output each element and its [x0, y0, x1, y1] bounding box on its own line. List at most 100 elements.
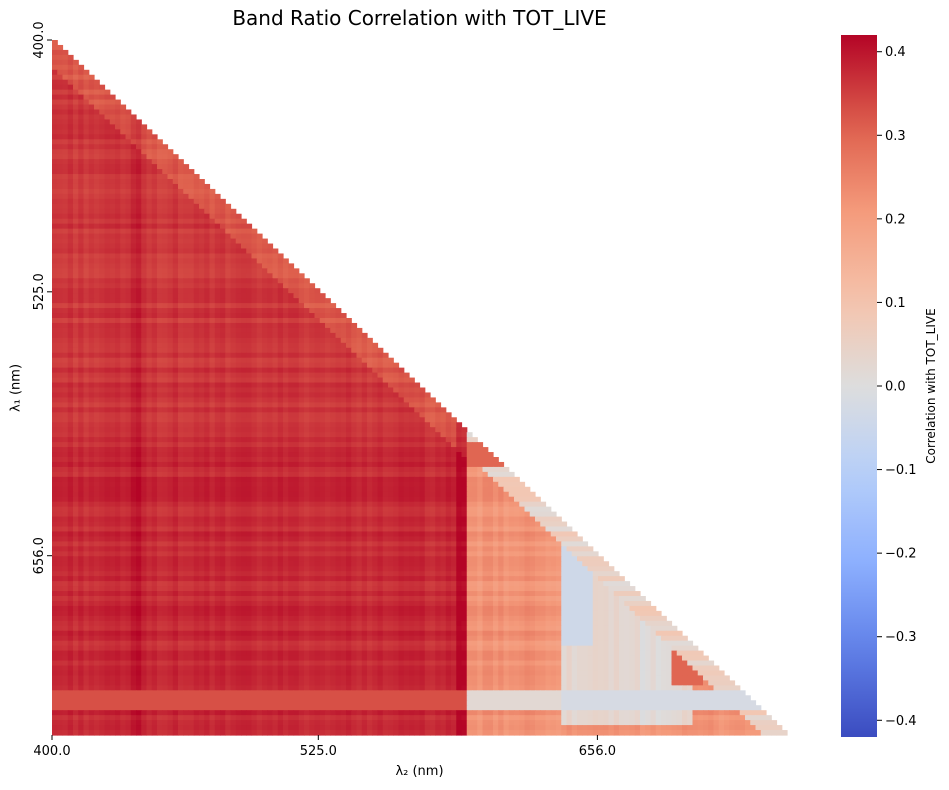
heatmap-cell	[162, 412, 169, 418]
heatmap-cell	[120, 243, 127, 250]
heatmap-cell	[73, 109, 79, 116]
heatmap-cell	[340, 506, 347, 513]
heatmap-cell	[199, 193, 205, 200]
heatmap-cell	[288, 461, 295, 468]
heatmap-cell	[351, 407, 358, 413]
heatmap-cell	[115, 496, 121, 503]
heatmap-cell	[267, 258, 274, 264]
heatmap-cell	[183, 198, 190, 205]
heatmap-cell	[351, 526, 358, 533]
heatmap-cell	[172, 313, 179, 319]
heatmap-cell	[78, 531, 85, 538]
heatmap-cell	[209, 318, 216, 324]
heatmap-cell	[199, 531, 205, 538]
heatmap-cell	[120, 188, 127, 195]
heatmap-cell	[157, 521, 163, 528]
heatmap-cell	[199, 243, 205, 250]
heatmap-cell	[162, 218, 169, 225]
heatmap-cell	[319, 362, 326, 369]
heatmap-cell	[52, 149, 58, 155]
heatmap-cell	[73, 397, 79, 403]
heatmap-cell	[62, 352, 69, 359]
heatmap-cell	[298, 367, 305, 374]
heatmap-cell	[78, 362, 85, 369]
heatmap-cell	[104, 352, 111, 359]
heatmap-cell	[283, 466, 289, 473]
heatmap-cell	[151, 144, 158, 150]
heatmap-cell	[73, 303, 79, 309]
heatmap-cell	[372, 457, 379, 463]
heatmap-cell	[109, 223, 116, 230]
heatmap-cell	[288, 506, 295, 513]
heatmap-cell	[188, 496, 195, 503]
heatmap-cell	[330, 308, 337, 314]
heatmap-cell	[73, 476, 79, 483]
heatmap-cell	[62, 501, 69, 508]
heatmap-cell	[115, 427, 121, 433]
heatmap-cell	[67, 218, 74, 225]
heatmap-cell	[78, 134, 85, 140]
heatmap-cell	[151, 213, 158, 220]
heatmap-cell	[188, 268, 195, 274]
heatmap-cell	[214, 357, 221, 364]
heatmap-cell	[251, 402, 258, 408]
heatmap-cell	[146, 461, 153, 468]
heatmap-cell	[277, 471, 284, 478]
heatmap-cell	[220, 283, 226, 289]
heatmap-cell	[67, 452, 74, 458]
heatmap-cell	[451, 452, 457, 458]
heatmap-cell	[277, 273, 284, 279]
heatmap-cell	[361, 506, 368, 513]
heatmap-cell	[314, 288, 321, 294]
heatmap-cell	[62, 337, 69, 344]
heatmap-cell	[377, 392, 384, 399]
heatmap-cell	[435, 511, 442, 518]
heatmap-cell	[146, 357, 153, 364]
heatmap-cell	[99, 516, 106, 523]
heatmap-cell	[157, 402, 163, 408]
heatmap-cell	[409, 392, 415, 399]
heatmap-cell	[57, 471, 64, 478]
heatmap-cell	[115, 327, 121, 334]
heatmap-cell	[230, 407, 237, 413]
heatmap-cell	[104, 114, 111, 121]
heatmap-cell	[52, 119, 58, 125]
heatmap-cell	[52, 84, 58, 91]
heatmap-cell	[235, 298, 242, 304]
heatmap-cell	[73, 248, 79, 255]
heatmap-cell	[214, 203, 221, 210]
heatmap-cell	[62, 99, 69, 106]
heatmap-cell	[246, 288, 253, 294]
heatmap-cell	[151, 228, 158, 235]
heatmap-cell	[146, 134, 153, 140]
heatmap-cell	[335, 402, 342, 408]
heatmap-cell	[519, 506, 526, 513]
heatmap-cell	[57, 253, 64, 260]
heatmap-cell	[309, 322, 316, 329]
heatmap-cell	[367, 357, 373, 364]
heatmap-cell	[52, 422, 58, 428]
heatmap-cell	[157, 471, 163, 478]
heatmap-cell	[146, 342, 153, 349]
heatmap-cell	[130, 303, 137, 309]
heatmap-cell	[377, 476, 384, 483]
heatmap-cell	[393, 437, 400, 443]
heatmap-cell	[514, 476, 520, 483]
heatmap-cell	[377, 352, 384, 359]
heatmap-cell	[277, 481, 284, 488]
heatmap-cell	[178, 476, 184, 483]
heatmap-cell	[52, 526, 58, 533]
heatmap-cell	[251, 427, 258, 433]
heatmap-cell	[430, 422, 436, 428]
heatmap-cell	[230, 223, 237, 230]
heatmap-cell	[109, 313, 116, 319]
heatmap-cell	[88, 233, 95, 240]
heatmap-cell	[414, 432, 421, 438]
heatmap-cell	[104, 437, 111, 443]
heatmap-cell	[183, 407, 190, 413]
heatmap-cell	[199, 298, 205, 304]
heatmap-cell	[204, 407, 211, 413]
heatmap-cell	[377, 516, 384, 523]
heatmap-cell	[246, 476, 253, 483]
heatmap-cell	[146, 263, 153, 269]
